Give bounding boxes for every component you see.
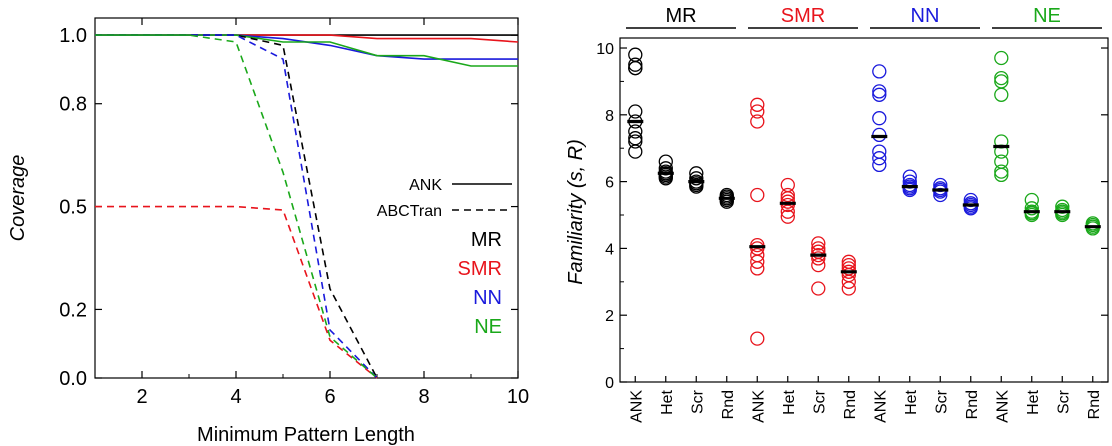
familiarity-x-tick-label: Het xyxy=(903,389,920,414)
familiarity-point xyxy=(751,115,764,128)
familiarity-x-tick-label: Het xyxy=(659,389,676,414)
familiarity-group-label: MR xyxy=(665,5,696,27)
familiarity-x-tick-label: Het xyxy=(781,389,798,414)
coverage-plot-frame xyxy=(95,18,518,378)
coverage-line-chart: 0.0 0.2 0.5 0.8 1.0 2 4 6 8 10 Minimum Pattern L… xyxy=(7,18,529,446)
familiarity-y-axis: 0 2 4 6 8 10 xyxy=(596,41,1108,392)
coverage-x-tick-label: 4 xyxy=(230,386,241,408)
coverage-y-tick-label: 1.0 xyxy=(59,25,87,47)
familiarity-x-axis: ANK Het Scr Rnd ANK Het Scr Rnd ANK Het Scr Rnd ANK H… xyxy=(628,376,1103,423)
familiarity-group-label: SMR xyxy=(781,5,825,27)
familiarity-x-tick-label: Rnd xyxy=(964,390,981,419)
coverage-line-ank xyxy=(95,35,518,42)
familiarity-point xyxy=(995,72,1008,85)
coverage-series xyxy=(95,35,518,378)
coverage-y-tick-label: 0.2 xyxy=(59,299,87,321)
familiarity-x-tick-label: ANK xyxy=(872,390,889,423)
legend-color-label: SMR xyxy=(458,258,502,280)
familiarity-point xyxy=(995,88,1008,101)
familiarity-x-tick-label: Rnd xyxy=(720,390,737,419)
familiarity-x-tick-label: Scr xyxy=(1055,389,1072,414)
coverage-x-tick-label: 10 xyxy=(507,386,529,408)
familiarity-point xyxy=(873,85,886,98)
familiarity-x-tick-label: ANK xyxy=(750,390,767,423)
familiarity-point xyxy=(995,75,1008,88)
familiarity-y-tick-label: 2 xyxy=(605,308,614,325)
familiarity-point xyxy=(873,65,886,78)
familiarity-x-tick-label: ANK xyxy=(994,390,1011,423)
familiarity-point xyxy=(995,165,1008,178)
familiarity-y-tick-label: 8 xyxy=(605,108,614,125)
familiarity-point xyxy=(751,332,764,345)
coverage-y-axis-label: Coverage xyxy=(7,155,29,242)
familiarity-x-tick-label: Scr xyxy=(933,389,950,414)
coverage-x-axis-label: Minimum Pattern Length xyxy=(197,424,415,446)
familiarity-point xyxy=(629,62,642,75)
coverage-y-tick-label: 0.8 xyxy=(59,94,87,116)
familiarity-point xyxy=(629,58,642,71)
familiarity-point xyxy=(629,135,642,148)
familiarity-point xyxy=(995,52,1008,65)
familiarity-group-label: NN xyxy=(911,5,940,27)
familiarity-point xyxy=(812,282,825,295)
familiarity-x-tick-label: Rnd xyxy=(842,390,859,419)
familiarity-x-tick-label: Het xyxy=(1025,389,1042,414)
familiarity-x-tick-label: Rnd xyxy=(1086,390,1103,419)
familiarity-plot-frame xyxy=(620,38,1108,382)
familiarity-point xyxy=(873,88,886,101)
familiarity-y-tick-label: 0 xyxy=(605,375,614,392)
coverage-x-tick-label: 8 xyxy=(418,386,429,408)
coverage-legend: ANK ABCTran MR SMR NN NE xyxy=(377,177,512,338)
familiarity-group-label: NE xyxy=(1033,5,1061,27)
familiarity-point xyxy=(995,168,1008,181)
familiarity-points xyxy=(627,48,1101,345)
familiarity-point xyxy=(873,112,886,125)
familiarity-scatter-chart: 0 2 4 6 8 10 ANK Het Scr Rnd ANK Het Scr Rnd ANK Het Sc… xyxy=(565,5,1108,423)
legend-color-label: NE xyxy=(474,316,502,338)
legend-style-label: ANK xyxy=(409,177,442,194)
familiarity-y-tick-label: 6 xyxy=(605,175,614,192)
familiarity-y-axis-label: Familiarity (s, R) xyxy=(565,139,587,285)
coverage-y-tick-label: 0.0 xyxy=(59,368,87,390)
familiarity-x-tick-label: ANK xyxy=(628,390,645,423)
familiarity-group-headers: MR SMR NN NE xyxy=(626,5,1102,28)
familiarity-y-tick-label: 10 xyxy=(596,41,614,58)
legend-style-label: ABCTran xyxy=(377,203,442,220)
familiarity-x-tick-label: Scr xyxy=(811,389,828,414)
familiarity-y-tick-label: 4 xyxy=(605,241,614,258)
coverage-x-tick-label: 2 xyxy=(136,386,147,408)
coverage-line-ank xyxy=(95,35,518,66)
familiarity-point xyxy=(629,145,642,158)
legend-color-label: NN xyxy=(473,287,502,309)
familiarity-point xyxy=(751,189,764,202)
coverage-x-axis: 2 4 6 8 10 xyxy=(95,18,529,408)
coverage-line-abctran xyxy=(95,207,377,378)
familiarity-x-tick-label: Scr xyxy=(689,389,706,414)
legend-color-label: MR xyxy=(471,229,502,251)
coverage-x-tick-label: 6 xyxy=(324,386,335,408)
coverage-y-tick-label: 0.5 xyxy=(59,197,87,219)
coverage-y-axis: 0.0 0.2 0.5 0.8 1.0 xyxy=(59,25,518,390)
